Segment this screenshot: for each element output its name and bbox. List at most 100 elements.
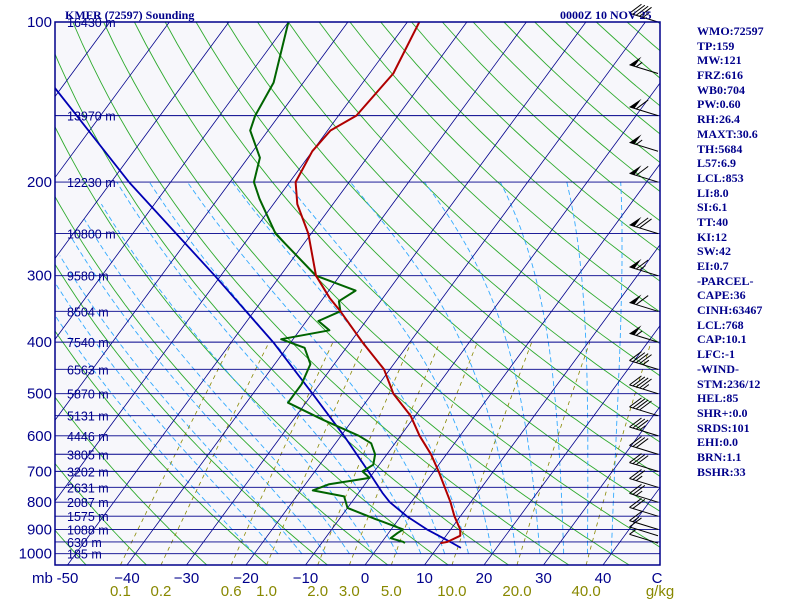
wind-barb bbox=[629, 134, 659, 152]
wind-barb bbox=[629, 165, 659, 183]
plot-area bbox=[55, 22, 660, 565]
height-label: 16430 m bbox=[67, 16, 116, 30]
wind-barb bbox=[629, 511, 659, 530]
wind-barb bbox=[629, 498, 659, 517]
pressure-tick-label: 200 bbox=[27, 174, 52, 191]
moist-adiabat-line bbox=[55, 314, 255, 555]
mixing-ratio-line bbox=[160, 341, 270, 565]
mixing-ratio-line bbox=[120, 341, 233, 565]
wind-barb bbox=[629, 397, 659, 417]
wind-barb bbox=[629, 453, 659, 472]
mixing-ratio-label: 10.0 bbox=[437, 583, 466, 600]
sounding-index-item: MW:121 bbox=[697, 53, 742, 68]
isobars bbox=[55, 22, 660, 555]
dry-adiabat-line bbox=[411, 22, 660, 252]
isotherm-line bbox=[186, 22, 587, 565]
time-title: 0000Z 10 NOV 25 bbox=[560, 8, 651, 22]
sounding-index-item: HEL:85 bbox=[697, 391, 739, 406]
isotherm-line bbox=[67, 22, 468, 565]
sounding-index-item: EI:0.7 bbox=[697, 259, 729, 273]
mixing-ratio-line bbox=[585, 341, 652, 565]
dry-adiabat-line bbox=[287, 22, 660, 377]
dry-adiabat-line bbox=[55, 462, 147, 565]
dry-adiabat-line bbox=[257, 22, 660, 410]
temperature-tick-label: −10 bbox=[293, 570, 318, 587]
height-label: 2631 m bbox=[67, 481, 109, 495]
sounding-index-item: LI:8.0 bbox=[697, 185, 729, 200]
station-title: KMFR (72597) Sounding bbox=[65, 8, 194, 22]
sounding-index-item: MAXT:30.6 bbox=[697, 126, 758, 141]
mixing-ratio-line bbox=[451, 341, 533, 565]
moist-adiabat-line bbox=[116, 181, 398, 554]
dry-adiabat-line bbox=[55, 330, 268, 565]
wind-barb bbox=[629, 417, 659, 437]
sounding-index-item: WB0:704 bbox=[697, 82, 745, 97]
sounding-index-item: LCL:853 bbox=[697, 170, 744, 185]
isotherm-line bbox=[305, 82, 660, 565]
dry-adiabat-line bbox=[318, 22, 660, 345]
sounding-index-item: EHI:0.0 bbox=[697, 435, 739, 450]
height-label: 4446 m bbox=[67, 430, 109, 444]
isotherm-line bbox=[424, 244, 660, 565]
sounding-index-item: FRZ:616 bbox=[697, 68, 743, 83]
mixing-ratio-lines bbox=[120, 341, 652, 565]
pressure-tick-label: 500 bbox=[27, 386, 52, 403]
sounding-index-item: WMO:72597 bbox=[697, 24, 764, 38]
wind-barb bbox=[629, 56, 659, 75]
height-label: 8504 m bbox=[67, 305, 109, 319]
mixing-ratio-label: 0.6 bbox=[221, 583, 242, 600]
pressure-unit-label: mb bbox=[32, 570, 53, 587]
mixing-ratio-line bbox=[516, 341, 591, 565]
isotherm-line bbox=[245, 22, 646, 565]
height-label: 10800 m bbox=[67, 228, 116, 242]
height-label: 9580 m bbox=[67, 270, 109, 284]
wind-barb bbox=[629, 294, 659, 312]
mixing-ratio-line bbox=[266, 341, 366, 565]
pressure-tick-label: 900 bbox=[27, 521, 52, 538]
temperature-tick-label: 10 bbox=[416, 570, 433, 587]
sounding-index-item: SI:6.1 bbox=[697, 200, 728, 215]
sounding-index-item: LFC:-1 bbox=[697, 347, 735, 362]
height-label: 185 m bbox=[67, 548, 102, 562]
sounding-index-item: TP:159 bbox=[697, 38, 735, 53]
height-label: 3202 m bbox=[67, 465, 109, 479]
height-label: 5870 m bbox=[67, 388, 109, 402]
dry-adiabat-line bbox=[103, 22, 630, 565]
temperature-tick-label: -50 bbox=[57, 570, 79, 587]
moist-adiabat-line bbox=[566, 181, 589, 554]
height-label: 2087 m bbox=[67, 496, 109, 510]
moist-adiabat-line bbox=[610, 182, 623, 554]
isotherm-line bbox=[364, 163, 660, 565]
dry-adiabat-line bbox=[195, 22, 660, 477]
dry-adiabat-line bbox=[380, 22, 660, 282]
mixing-ratio-label: 0.1 bbox=[110, 583, 131, 600]
sounding-index-item: CAPE:36 bbox=[697, 288, 746, 303]
wind-barbs bbox=[629, 3, 659, 544]
dry-adiabat-line bbox=[55, 396, 208, 565]
mixing-ratio-label: 20.0 bbox=[502, 583, 531, 600]
wind-barb bbox=[629, 98, 659, 117]
wind-barb bbox=[629, 484, 659, 503]
mixing-ratio-line bbox=[317, 341, 412, 565]
mixing-ratio-line bbox=[390, 341, 478, 565]
moist-adiabat-line bbox=[59, 255, 303, 555]
wind-barb bbox=[629, 469, 659, 488]
isotherm-line bbox=[55, 22, 349, 421]
dry-adiabat-line bbox=[349, 22, 660, 313]
wind-barb bbox=[629, 258, 659, 277]
isotherm-line bbox=[55, 22, 230, 260]
sounding-index-item: TT:40 bbox=[697, 214, 729, 229]
mixing-ratio-label: 40.0 bbox=[572, 583, 601, 600]
isotherm-line bbox=[543, 405, 660, 565]
moist-adiabat-line bbox=[499, 181, 565, 554]
sounding-index-item: PW:0.60 bbox=[697, 97, 741, 112]
temperature-tick-label: 30 bbox=[535, 570, 552, 587]
isotherm-line bbox=[55, 22, 170, 179]
sounding-index-item: TH:5684 bbox=[697, 141, 743, 156]
pressure-tick-label: 400 bbox=[27, 334, 52, 351]
sounding-index-item: BSHR:33 bbox=[697, 464, 746, 479]
moist-adiabat-line bbox=[424, 181, 541, 554]
dry-adiabat-line bbox=[72, 22, 570, 565]
